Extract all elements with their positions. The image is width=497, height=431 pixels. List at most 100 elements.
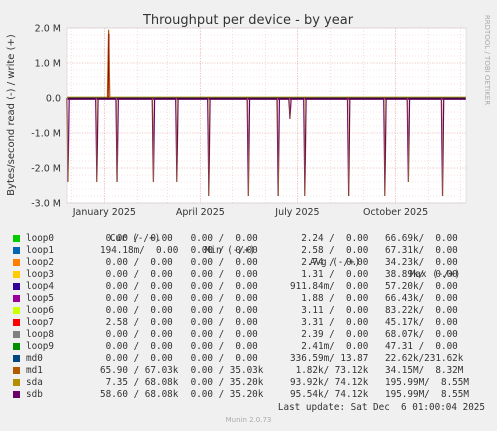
legend-swatch [13, 235, 20, 242]
spike-overlay [304, 97, 306, 197]
spike [346, 97, 351, 197]
legend-name: loop1 [26, 245, 54, 256]
y-tick-label: 1.0 M [35, 59, 61, 70]
spike [207, 97, 211, 197]
y-axis: 2.0 M 1.0 M 0.0 -1.0 M -2.0 M -3.0 M [31, 24, 61, 210]
x-tick-label: October 2025 [363, 207, 428, 218]
legend-cur: 0.00 / 0.00 [100, 329, 173, 340]
legend-min: 0.00 / 35.03k [185, 365, 264, 376]
y-tick-label: 2.0 M [35, 24, 61, 35]
legend-name: loop7 [26, 317, 54, 328]
chart-title: Throughput per device - by year [142, 13, 354, 28]
plot-area [67, 28, 466, 203]
legend-min: 0.00 / 0.00 [185, 281, 258, 292]
legend-swatch [13, 379, 20, 386]
spike [106, 29, 111, 99]
legend-cur: 7.35 / 68.08k [100, 377, 179, 388]
legend-swatch [13, 295, 20, 302]
spike-overlay [67, 97, 69, 183]
legend-name: loop8 [26, 329, 54, 340]
legend-max: 45.17k/ 0.00 [385, 317, 458, 328]
legend-avg: 95.54k/ 74.12k [290, 389, 369, 400]
legend-row: loop3 0.00 / 0.00 0.00 / 0.00 1.31 / 0.0… [0, 269, 497, 281]
x-tick-label: July 2025 [274, 207, 319, 218]
y-tick-label: -2.0 M [31, 164, 61, 175]
legend-cur: 0.00 / 0.00 [100, 233, 173, 244]
legend-avg: 2.58 / 0.00 [290, 245, 369, 256]
legend-max: 66.69k/ 0.00 [385, 233, 458, 244]
legend-swatch [13, 307, 20, 314]
legend-avg: 2.41m/ 0.00 [290, 341, 369, 352]
legend-swatch [13, 319, 20, 326]
legend-name: loop5 [26, 293, 54, 304]
legend-avg: 2.39 / 0.00 [290, 329, 369, 340]
legend-name: sda [26, 377, 43, 388]
x-tick-label: April 2025 [176, 207, 225, 218]
legend-min: 0.00 / 0.00 [185, 269, 258, 280]
legend-max: 22.62k/231.62k [385, 353, 464, 364]
legend-cur: 0.00 / 0.00 [100, 257, 173, 268]
legend-row: loop4 0.00 / 0.00 0.00 / 0.00 911.84m/ 0.… [0, 281, 497, 293]
legend-min: 0.00 / 0.00 [185, 257, 258, 268]
legend-cur: 0.00 / 0.00 [100, 341, 173, 352]
legend-min: 0.00 / 0.00 [185, 233, 258, 244]
legend-swatch [13, 367, 20, 374]
legend-row: loop2 0.00 / 0.00 0.00 / 0.00 2.74 / 0.0… [0, 257, 497, 269]
legend-max: 195.99M/ 8.55M [385, 377, 469, 388]
legend-name: loop6 [26, 305, 54, 316]
legend-avg: 93.92k/ 74.12k [290, 377, 369, 388]
munin-footer: Munin 2.0.73 [225, 416, 272, 424]
legend-header-cur: Cur (-/+) [109, 233, 161, 244]
plot-series [66, 29, 466, 197]
spike-overlay [95, 97, 98, 183]
legend-row: loop5 0.00 / 0.00 0.00 / 0.00 1.88 / 0.0… [0, 293, 497, 305]
legend-max: 34.23k/ 0.00 [385, 257, 458, 268]
legend-name: sdb [26, 389, 43, 400]
legend-swatch [13, 355, 20, 362]
legend-max: 83.22k/ 0.00 [385, 305, 458, 316]
legend-swatch [13, 331, 20, 338]
legend-min: 0.00 / 0.00 [185, 245, 258, 256]
x-tick-label: January 2025 [72, 207, 136, 218]
legend-row: loop1 194.18m/ 0.00 0.00 / 0.00 2.58 / 0.… [0, 245, 497, 257]
spike-overlay [384, 97, 386, 197]
legend-avg: 2.24 / 0.00 [290, 233, 369, 244]
legend-max: 47.31 / 0.00 [385, 341, 458, 352]
legend-avg: 3.11 / 0.00 [290, 305, 369, 316]
legend-max: 34.15M/ 8.32M [385, 365, 464, 376]
legend-max: 38.89k/ 0.00 [385, 269, 458, 280]
spike [406, 97, 411, 183]
spike-overlay [441, 97, 444, 197]
spike [175, 97, 179, 183]
legend-min: 0.00 / 35.20k [185, 377, 264, 388]
legend-row: sda 7.35 / 68.08k 0.00 / 35.20k 93.92k/ 7… [0, 377, 497, 389]
legend-row: loop0 0.00 / 0.00 0.00 / 0.00 2.24 / 0.0… [0, 233, 497, 245]
legend-name: md0 [26, 353, 43, 364]
legend-header-max: Max (-/+) [409, 269, 461, 280]
legend-avg: 1.31 / 0.00 [290, 269, 369, 280]
spike-overlay [175, 97, 178, 183]
legend-row: loop6 0.00 / 0.00 0.00 / 0.00 3.11 / 0.0… [0, 305, 497, 317]
y-tick-label: -3.0 M [31, 199, 61, 210]
legend-row: sdb 58.60 / 68.08k 0.00 / 35.20k 95.54k/ 7… [0, 389, 497, 401]
legend-avg: 1.82k/ 73.12k [290, 365, 369, 376]
rrdtool-credit: RRDTOOL / TOBI OETIKER [483, 15, 491, 105]
legend-cur: 0.00 / 0.00 [100, 353, 173, 364]
legend-name: loop2 [26, 257, 54, 268]
spike-overlay [407, 97, 409, 183]
legend-name: loop9 [26, 341, 54, 352]
legend-min: 0.00 / 35.20k [185, 389, 264, 400]
last-update: Last update: Sat Dec 6 01:00:04 2025 [277, 402, 485, 413]
legend-avg: 911.84m/ 0.00 [290, 281, 369, 292]
legend-swatch [13, 247, 20, 254]
legend-min: 0.00 / 0.00 [185, 305, 258, 316]
spike-overlay [247, 97, 249, 197]
spike [151, 97, 156, 183]
legend-swatch [13, 343, 20, 350]
legend-max: 57.20k/ 0.00 [385, 281, 458, 292]
legend-cur: 2.58 / 0.00 [100, 317, 173, 328]
legend-swatch [13, 391, 20, 398]
legend-cur: 58.60 / 68.08k [100, 389, 179, 400]
spike-overlay [207, 97, 210, 197]
